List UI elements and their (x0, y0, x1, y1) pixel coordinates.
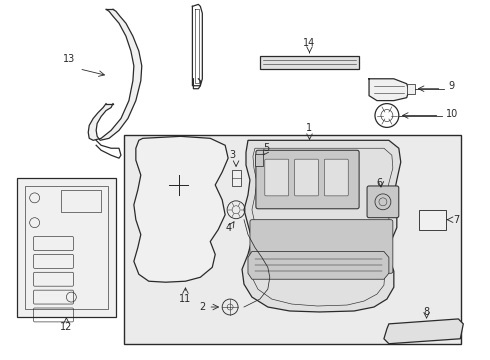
Text: 12: 12 (60, 322, 73, 332)
Text: 2: 2 (199, 302, 205, 312)
FancyBboxPatch shape (250, 220, 393, 273)
Bar (418, 210, 446, 230)
Bar (24, 186, 108, 309)
Text: 13: 13 (63, 54, 75, 64)
Text: 8: 8 (423, 307, 430, 317)
Polygon shape (242, 140, 401, 312)
Bar (232, 170, 241, 186)
Polygon shape (248, 251, 389, 279)
Text: 1: 1 (306, 123, 313, 134)
Polygon shape (369, 79, 409, 100)
Text: 14: 14 (303, 38, 316, 48)
Bar (61, 190, 101, 212)
FancyBboxPatch shape (265, 159, 289, 196)
Bar (17, 178, 116, 317)
FancyBboxPatch shape (256, 150, 359, 209)
Polygon shape (88, 9, 142, 140)
Text: 4: 4 (225, 222, 231, 233)
Text: 10: 10 (446, 108, 459, 118)
Text: 6: 6 (376, 178, 382, 188)
FancyBboxPatch shape (294, 159, 319, 196)
Text: 3: 3 (229, 150, 235, 160)
Bar (124, 135, 461, 344)
Polygon shape (384, 319, 464, 344)
Bar (260, 56, 359, 69)
Text: 11: 11 (179, 294, 192, 304)
FancyBboxPatch shape (324, 159, 348, 196)
Bar (407, 84, 415, 94)
FancyBboxPatch shape (367, 186, 399, 218)
Polygon shape (134, 136, 228, 282)
Text: 5: 5 (263, 143, 269, 153)
Text: 9: 9 (448, 81, 455, 91)
Circle shape (379, 198, 387, 206)
Bar (255, 154, 263, 166)
Text: 7: 7 (453, 215, 460, 225)
